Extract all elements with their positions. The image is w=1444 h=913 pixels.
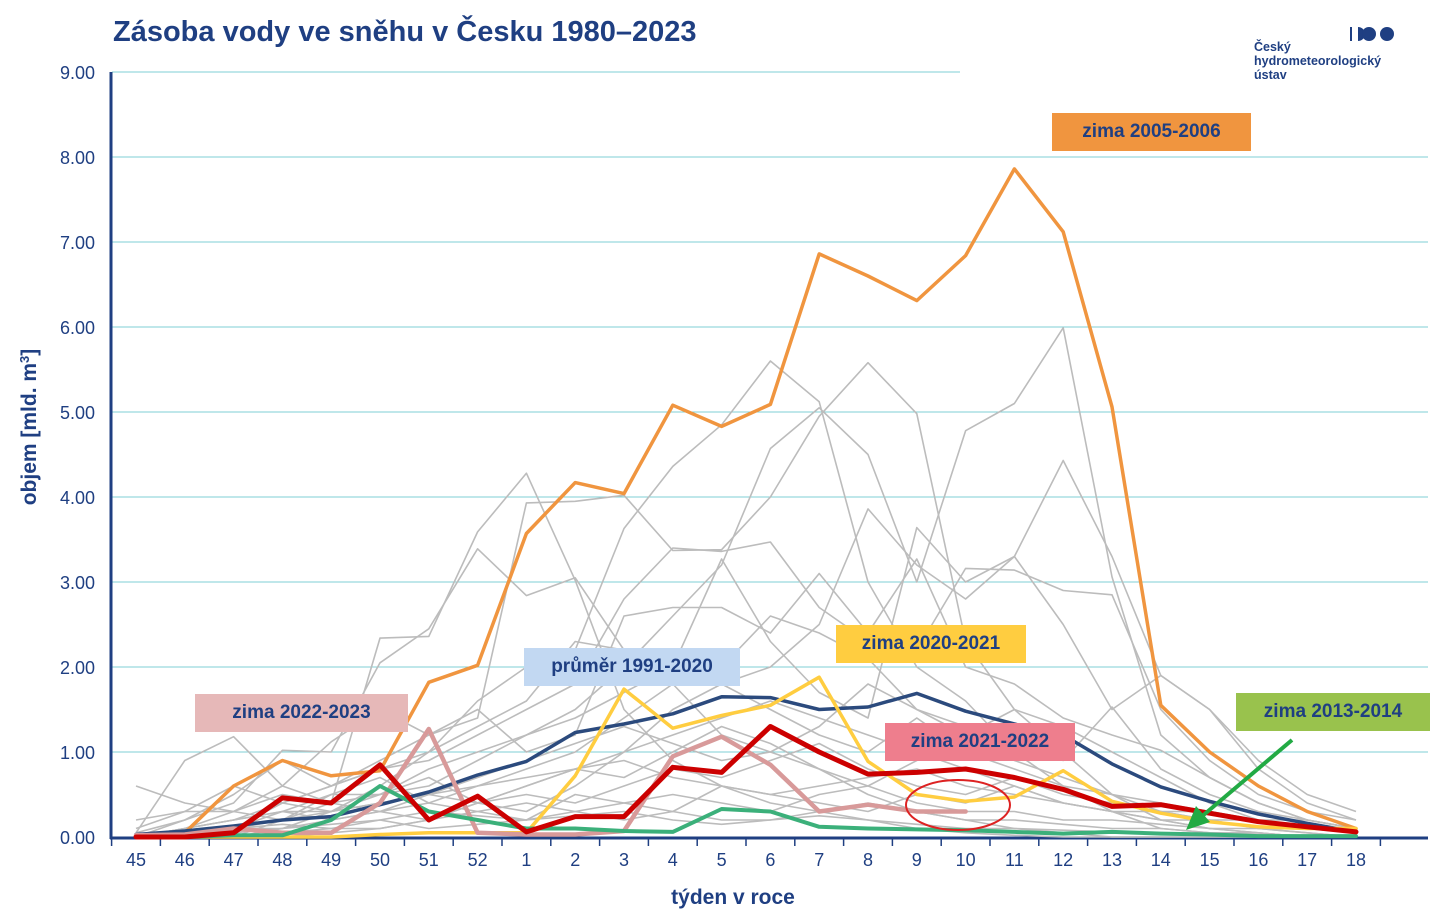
x-tick-label: 12 — [1053, 850, 1073, 870]
annotation-label: zima 2013-2014 — [1236, 693, 1430, 731]
logo-line-3: ústav — [1254, 68, 1287, 82]
y-tick-label: 6.00 — [60, 318, 95, 338]
other-year-line — [135, 558, 1357, 838]
x-tick-label: 7 — [814, 850, 824, 870]
logo-icon — [1350, 27, 1394, 41]
y-tick-label: 0.00 — [60, 828, 95, 848]
y-tick-label: 9.00 — [60, 63, 95, 83]
x-tick-label: 4 — [668, 850, 678, 870]
y-tick-label: 1.00 — [60, 743, 95, 763]
x-tick-label: 5 — [717, 850, 727, 870]
x-tick-label: 11 — [1005, 850, 1024, 870]
x-tick-label: 3 — [619, 850, 629, 870]
x-tick-label: 15 — [1200, 850, 1220, 870]
x-tick-label: 51 — [419, 850, 439, 870]
x-tick-label: 6 — [765, 850, 775, 870]
x-tick-label: 45 — [126, 850, 146, 870]
x-tick-label: 50 — [370, 850, 390, 870]
annotation-label: zima 2022-2023 — [195, 694, 408, 732]
series-line — [134, 675, 1358, 839]
series-line — [134, 167, 1358, 838]
other-year-line — [136, 327, 1357, 838]
x-tick-label: 48 — [272, 850, 292, 870]
x-tick-label: 9 — [912, 850, 922, 870]
x-tick-label: 47 — [224, 850, 244, 870]
x-tick-label: 16 — [1248, 850, 1268, 870]
x-tick-label: 8 — [863, 850, 873, 870]
annotation-label: zima 2021-2022 — [885, 723, 1075, 761]
y-tick-label: 2.00 — [60, 658, 95, 678]
y-axis-label: objem [mld. m3] — [17, 349, 42, 506]
x-tick-label: 46 — [175, 850, 195, 870]
logo-line-2: hydrometeorologický — [1254, 54, 1382, 68]
logo-text: Český hydrometeorologický ústav — [1254, 40, 1381, 82]
annotation-label: zima 2005-2006 — [1052, 113, 1251, 151]
x-tick-label: 49 — [321, 850, 341, 870]
other-year-line — [135, 361, 1356, 838]
x-tick-label: 52 — [468, 850, 488, 870]
x-tick-label: 10 — [956, 850, 976, 870]
series-line — [133, 726, 968, 838]
series-line — [134, 784, 1358, 839]
x-tick-label: 18 — [1346, 850, 1366, 870]
x-axis-label: týden v roce — [671, 886, 795, 909]
y-tick-label: 4.00 — [60, 488, 95, 508]
x-tick-label: 14 — [1151, 850, 1171, 870]
y-tick-label: 7.00 — [60, 233, 95, 253]
chart-title: Zásoba vody ve sněhu v Česku 1980–2023 — [113, 16, 697, 48]
series-line — [133, 724, 1359, 840]
annotation-arrow — [1198, 738, 1294, 820]
other-year-line — [135, 472, 1356, 838]
other-year-line — [135, 541, 1357, 834]
highlight-ellipse — [905, 779, 1011, 831]
other-year-line — [135, 615, 1357, 834]
x-tick-label: 2 — [570, 850, 580, 870]
annotation-label: zima 2020-2021 — [836, 625, 1026, 663]
y-tick-label: 3.00 — [60, 573, 95, 593]
x-tick-label: 13 — [1102, 850, 1122, 870]
annotation-label: průměr 1991-2020 — [524, 648, 740, 686]
x-tick-label: 17 — [1297, 850, 1317, 870]
logo-line-1: Český — [1254, 40, 1291, 54]
y-tick-label: 5.00 — [60, 403, 95, 423]
y-tick-label: 8.00 — [60, 148, 95, 168]
arrow-head-icon — [1186, 806, 1210, 830]
other-years-series — [135, 327, 1357, 838]
x-tick-label: 1 — [521, 850, 531, 870]
